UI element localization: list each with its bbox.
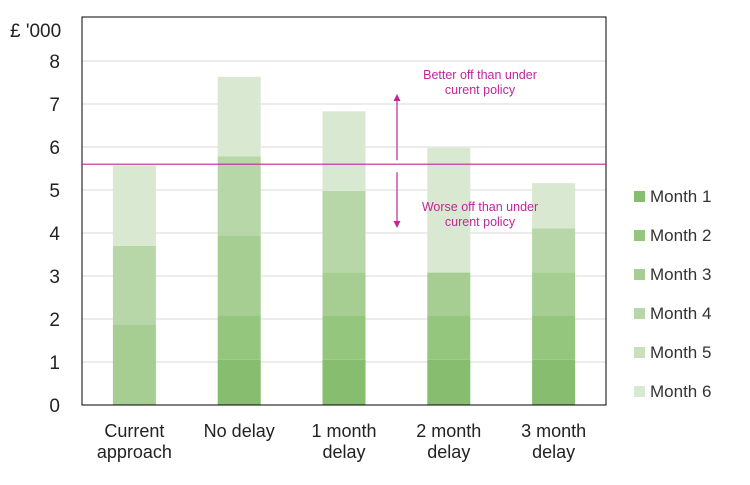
legend-swatch: [634, 269, 645, 280]
bar-segment: [427, 359, 471, 405]
legend-label: Month 6: [650, 382, 711, 401]
bar-segment: [427, 147, 471, 273]
legend-label: Month 1: [650, 187, 711, 206]
bar-segment: [322, 272, 366, 316]
legend-swatch: [634, 308, 645, 319]
bar-segment: [532, 183, 576, 229]
up-arrow-head: [393, 94, 401, 101]
bar-segment: [427, 272, 471, 316]
annotations: Better off than under curent policy Worse …: [393, 68, 538, 229]
y-tick-label: 7: [49, 95, 60, 116]
y-axis: 0 1 2 3 4 5 6 7 8: [49, 52, 60, 417]
bar-segment: [532, 228, 576, 273]
y-tick-label: 0: [49, 396, 60, 417]
x-tick-label: Current approach: [97, 421, 172, 462]
bar-segment: [112, 165, 156, 246]
bars: [112, 76, 576, 405]
annotation-text: Worse off than under curent policy: [422, 200, 538, 229]
bar-segment: [322, 359, 366, 405]
legend: Month 1 Month 2 Month 3 Month 4 Month 5 Month…: [634, 187, 711, 401]
down-arrow-head: [393, 221, 401, 228]
y-tick-label: 5: [49, 181, 60, 202]
y-tick-label: 1: [49, 353, 60, 374]
bar-segment: [217, 315, 261, 360]
x-tick-label: 3 month delay: [521, 421, 586, 462]
bar-segment: [322, 190, 366, 273]
bar-segment: [427, 315, 471, 360]
bar-segment: [532, 359, 576, 405]
legend-swatch: [634, 347, 645, 358]
plot-frame: [81, 16, 607, 406]
plot-border: [81, 16, 607, 406]
bar-segment: [217, 359, 261, 405]
x-tick-label: No delay: [204, 421, 275, 441]
x-tick-label: 2 month delay: [416, 421, 481, 462]
legend-label: Month 5: [650, 343, 711, 362]
bar-segment: [532, 272, 576, 316]
x-axis: Current approach No delay 1 month delay 2 mon…: [97, 421, 586, 462]
legend-swatch: [634, 191, 645, 202]
y-tick-label: 3: [49, 267, 60, 288]
bar-segment: [322, 315, 366, 360]
x-tick-label: 1 month delay: [311, 421, 376, 462]
bar-segment: [217, 156, 261, 237]
legend-label: Month 2: [650, 226, 711, 245]
y-tick-label: 2: [49, 310, 60, 331]
y-unit-label: £ '000: [10, 21, 61, 42]
bar-segment: [532, 315, 576, 360]
bar-segment: [217, 236, 261, 316]
legend-label: Month 3: [650, 265, 711, 284]
bar-segment: [112, 245, 156, 325]
legend-swatch: [634, 386, 645, 397]
bar-segment: [322, 111, 366, 191]
y-tick-label: 4: [49, 224, 60, 245]
bar-segment: [217, 76, 261, 157]
legend-label: Month 4: [650, 304, 711, 323]
bar-segment: [112, 324, 156, 405]
annotation-text: Better off than under curent policy: [423, 68, 537, 97]
y-tick-label: 8: [49, 52, 60, 73]
legend-swatch: [634, 230, 645, 241]
y-tick-label: 6: [49, 138, 60, 159]
